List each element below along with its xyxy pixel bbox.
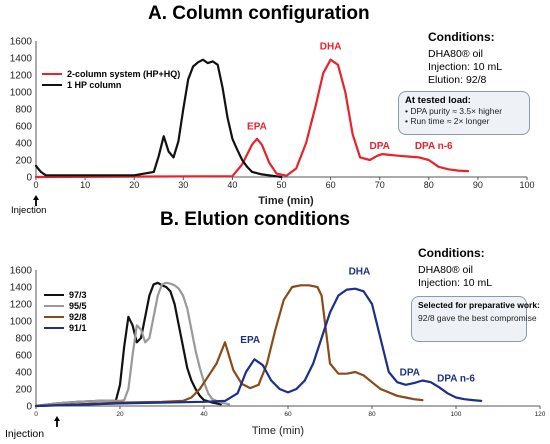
panel-a-condition-injection: Injection: 10 mL <box>428 61 503 73</box>
series-line-92-8 <box>34 284 424 408</box>
legend-item: 92/8 <box>44 312 87 322</box>
legend-item: 1 HP column <box>42 80 121 90</box>
y-tick-label: 400 <box>15 368 32 379</box>
panel-b-note-title: Selected for preparative work: <box>418 300 540 310</box>
legend-item: 2-column system (HP+HQ) <box>42 69 180 79</box>
x-axis-title: Time (min) <box>258 195 314 207</box>
x-tick-label: 70 <box>375 180 385 190</box>
x-tick-label: 20 <box>129 180 139 190</box>
x-tick-label: 120 <box>535 411 546 418</box>
series-line-1-hp-column <box>34 58 283 179</box>
panel-b: B. Elution conditions Conditions: DHA80®… <box>0 206 550 444</box>
panel-a-injection-label: Injection <box>11 205 47 216</box>
peak-label-epa: EPA <box>247 121 267 132</box>
x-tick-label: 100 <box>451 411 462 418</box>
legend-item: 95/5 <box>44 301 87 311</box>
panel-b-condition-injection: Injection: 10 mL <box>418 277 493 289</box>
legend-label: 2-column system (HP+HQ) <box>67 69 181 79</box>
panel-b-injection-label: Injection <box>5 428 45 440</box>
peak-label-dpa: DPA <box>400 367 420 378</box>
legend-swatch <box>42 72 62 76</box>
legend-label: 1 HP column <box>67 80 122 90</box>
panel-b-condition-oil: DHA80® oil <box>418 264 474 276</box>
panel-a-condition-oil: DHA80® oil <box>428 48 484 60</box>
injection-arrow-icon <box>33 195 39 200</box>
y-tick-label: 1400 <box>10 54 33 65</box>
panel-a-note-line-2: • Run time ≈ 2× longer <box>405 116 490 126</box>
peak-label-dpa: DPA <box>370 141 390 152</box>
legend-swatch <box>42 83 62 87</box>
x-tick-label: 20 <box>116 411 124 418</box>
y-tick-label: 1400 <box>10 283 33 294</box>
peak-label-dpa-n-6: DPA n-6 <box>437 373 475 384</box>
panel-b-note-body: 92/8 gave the best compromise <box>418 313 537 323</box>
series-line-91-1 <box>34 287 483 408</box>
x-axis-title: Time (min) <box>252 425 304 437</box>
panel-b-conditions-title: Conditions: <box>418 246 485 260</box>
y-tick-label: 200 <box>15 156 32 167</box>
legend-item: 97/3 <box>44 290 87 300</box>
x-tick-label: 80 <box>368 411 376 418</box>
injection-arrow-icon <box>54 416 60 421</box>
y-tick-label: 200 <box>15 385 32 396</box>
x-tick-label: 10 <box>80 180 90 190</box>
legend-label: 92/8 <box>69 312 87 322</box>
y-tick-label: 600 <box>15 351 32 362</box>
series-line-2-column-system-hp-hq- <box>34 58 470 179</box>
x-tick-label: 0 <box>33 180 38 190</box>
legend-label: 97/3 <box>69 290 87 300</box>
panel-a-conditions-title: Conditions: <box>428 30 495 44</box>
y-tick-label: 600 <box>15 122 32 133</box>
x-tick-label: 40 <box>227 180 237 190</box>
peak-label-dpa-n-6: DPA n-6 <box>415 141 453 152</box>
peak-label-dha: DHA <box>349 266 371 277</box>
panel-a-note-box: At tested load: • DPA purity ≈ 3.5× high… <box>398 91 530 135</box>
y-tick-label: 0 <box>26 173 32 184</box>
x-tick-label: 60 <box>284 411 292 418</box>
y-tick-label: 1600 <box>10 37 33 48</box>
legend-swatch <box>44 315 64 319</box>
x-tick-label: 90 <box>473 180 483 190</box>
y-tick-label: 0 <box>26 402 32 413</box>
panel-a-note-title: At tested load: <box>405 95 471 106</box>
y-tick-label: 800 <box>15 334 32 345</box>
y-tick-label: 1200 <box>10 300 33 311</box>
panel-a: A. Column configuration Conditions: DHA8… <box>11 3 530 216</box>
x-tick-label: 40 <box>200 411 208 418</box>
panel-a-condition-elution: Elution: 92/8 <box>428 74 487 86</box>
x-tick-label: 80 <box>424 180 434 190</box>
legend-label: 91/1 <box>69 323 87 333</box>
legend-swatch <box>44 293 64 297</box>
panel-b-note-box: Selected for preparative work: 92/8 gave… <box>411 296 540 342</box>
y-tick-label: 1600 <box>10 266 33 277</box>
y-tick-label: 400 <box>15 139 32 150</box>
x-tick-label: 60 <box>326 180 336 190</box>
legend-item: 91/1 <box>44 323 87 333</box>
series-line-97-3 <box>34 281 222 408</box>
series-line-95-5 <box>34 281 231 408</box>
y-tick-label: 1000 <box>10 88 33 99</box>
legend-swatch <box>44 304 64 308</box>
panel-b-title: B. Elution conditions <box>160 209 350 230</box>
panel-a-title: A. Column configuration <box>148 3 370 24</box>
y-tick-label: 1000 <box>10 317 33 328</box>
peak-label-dha: DHA <box>320 42 342 53</box>
panel-a-note-line-1: • DPA purity ≈ 3.5× higher <box>405 106 503 116</box>
x-tick-label: 100 <box>519 180 534 190</box>
x-tick-label: 50 <box>276 180 286 190</box>
legend-label: 95/5 <box>69 301 87 311</box>
y-tick-label: 1200 <box>10 71 33 82</box>
peak-label-epa: EPA <box>240 335 260 346</box>
x-tick-label: 0 <box>34 411 38 418</box>
legend-swatch <box>44 326 64 330</box>
y-tick-label: 800 <box>15 105 32 116</box>
x-tick-label: 30 <box>178 180 188 190</box>
